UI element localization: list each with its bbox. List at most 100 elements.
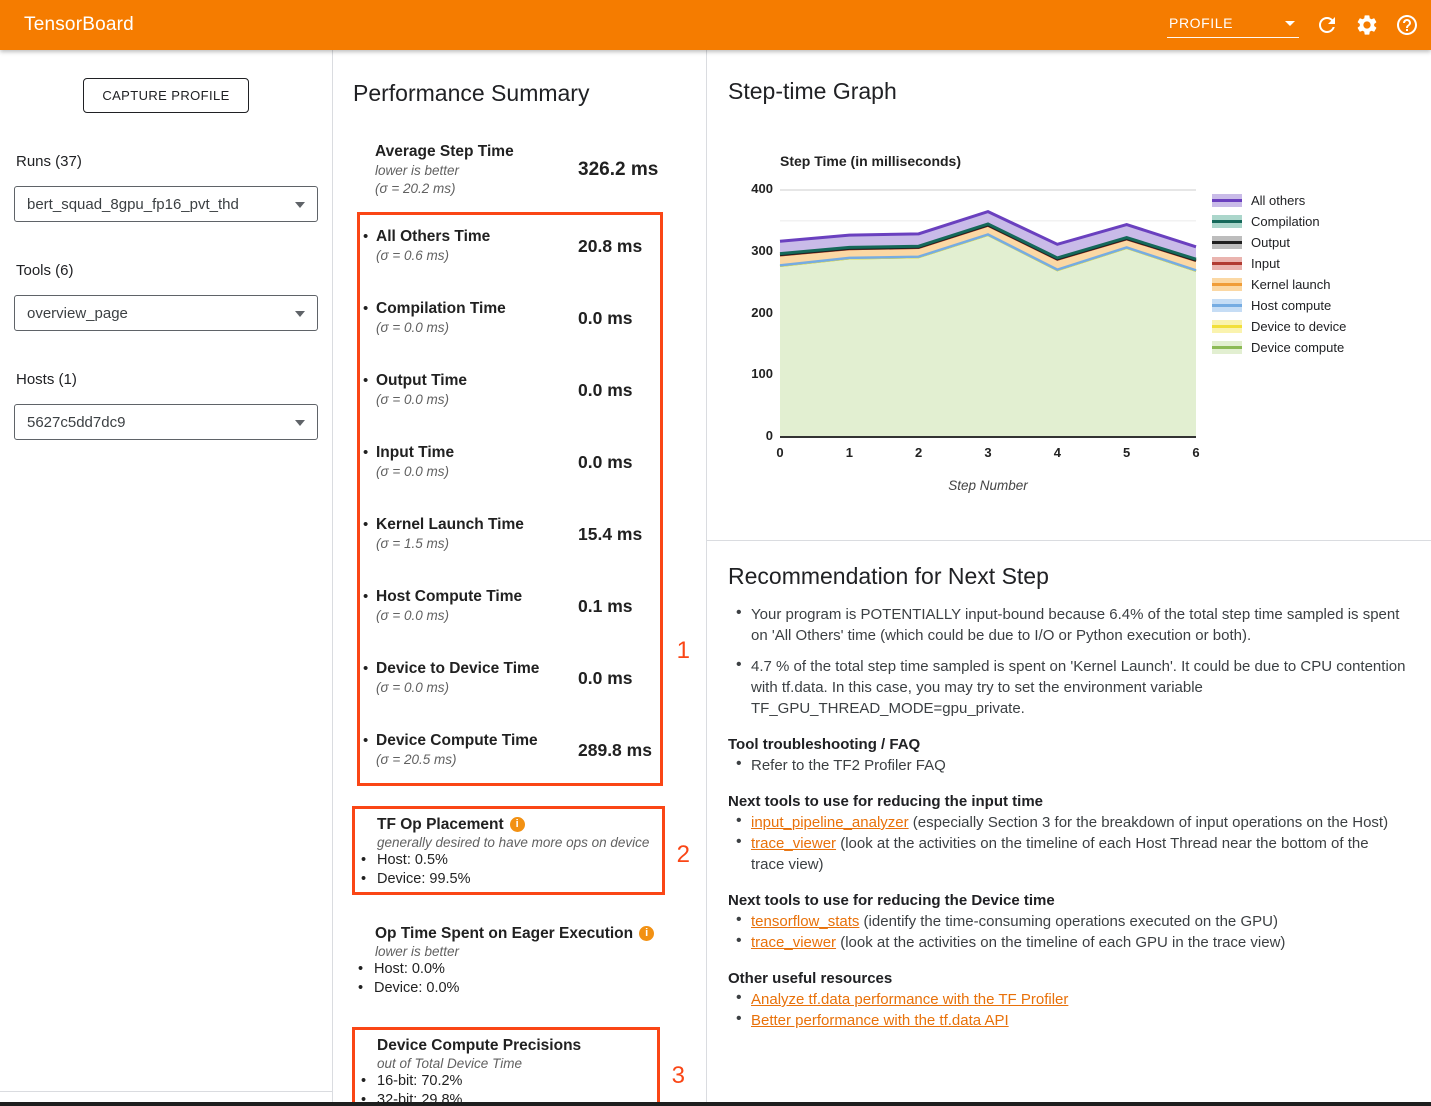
metric-row: • Host Compute Time(σ = 0.0 ms) 0.1 ms [363,587,660,659]
metric-label: Device Compute Time [376,731,538,751]
list-item: •trace_viewer (look at the activities on… [728,932,1406,953]
app-title: TensorBoard [24,14,134,36]
tensorboard-app: TensorBoard PROFILE CAPTURE PROFILE Runs… [0,0,1431,1106]
runs-group: Runs (37) bert_squad_8gpu_fp16_pvt_thd [14,153,318,222]
step-time-chart[interactable] [780,190,1196,437]
list-item: •Your program is POTENTIALLY input-bound… [728,604,1406,646]
x-tick-label: 2 [904,445,934,460]
legend-item: Output [1212,232,1346,253]
tfdata-api-link[interactable]: Better performance with the tf.data API [751,1012,1009,1029]
metric-row: • Kernel Launch Time(σ = 1.5 ms) 15.4 ms [363,515,660,587]
avg-step-time-row: Average Step Time lower is better (σ = 2… [375,142,706,198]
metric-sigma: (σ = 0.6 ms) [376,247,490,265]
chevron-down-icon [1285,21,1295,26]
legend-swatch [1212,341,1242,354]
trace-viewer-link[interactable]: trace_viewer [751,835,836,852]
metric-value: 289.8 ms [578,740,652,761]
tfdata-profiler-link[interactable]: Analyze tf.data performance with the TF … [751,991,1068,1008]
header-controls: PROFILE [1167,0,1419,50]
runs-label: Runs (37) [16,153,318,170]
metric-row: • All Others Time(σ = 0.6 ms) 20.8 ms [363,227,660,299]
list-item: •input_pipeline_analyzer (especially Sec… [728,812,1406,833]
metric-sigma: (σ = 0.0 ms) [376,463,454,481]
input-pipeline-analyzer-link[interactable]: input_pipeline_analyzer [751,814,909,831]
chevron-down-icon [295,311,305,317]
x-tick-label: 4 [1042,445,1072,460]
metric-label: Kernel Launch Time [376,515,524,535]
list-item: •Host: 0.0% [356,960,706,979]
refresh-icon[interactable] [1315,13,1339,37]
metric-sigma: (σ = 0.0 ms) [376,391,467,409]
tools-label: Tools (6) [16,262,318,279]
x-tick-label: 6 [1181,445,1211,460]
precisions-subtext: out of Total Device Time [377,1055,657,1072]
metric-value: 0.0 ms [578,452,632,473]
legend-swatch [1212,194,1242,207]
step-time-graph-card: Step-time Graph Step Time (in millisecon… [707,50,1431,541]
hosts-select[interactable]: 5627c5dd7dc9 [14,404,318,440]
annotation-number-3: 3 [672,1062,685,1090]
list-item: •16-bit: 70.2% [359,1072,657,1091]
legend-label: Output [1251,235,1290,250]
metric-label: Host Compute Time [376,587,522,607]
performance-summary-panel: Performance Summary Average Step Time lo… [333,50,706,1106]
y-tick-label: 0 [735,428,773,443]
legend-label: All others [1251,193,1305,208]
annotation-box-2: TF Op Placement i generally desired to h… [352,806,665,895]
sidebar-divider [332,50,333,1106]
legend-label: Input [1251,256,1280,271]
capture-profile-button[interactable]: CAPTURE PROFILE [83,78,248,113]
tensorflow-stats-link[interactable]: tensorflow_stats [751,913,859,930]
dashboard-select-value: PROFILE [1169,15,1233,31]
sidebar: CAPTURE PROFILE Runs (37) bert_squad_8gp… [0,50,332,1106]
metric-label: Device to Device Time [376,659,539,679]
help-icon[interactable] [1395,13,1419,37]
metric-label: Output Time [376,371,467,391]
metric-sigma: (σ = 0.0 ms) [376,607,522,625]
annotation-box-3: Device Compute Precisions out of Total D… [352,1027,660,1106]
faq-heading: Tool troubleshooting / FAQ [728,736,1406,753]
summary-divider [706,50,707,1106]
performance-summary-title: Performance Summary [353,80,706,107]
list-item: •Host: 0.5% [359,851,662,870]
chevron-down-icon [295,202,305,208]
recommendation-title: Recommendation for Next Step [728,563,1411,590]
recommendation-bullets: •Your program is POTENTIALLY input-bound… [728,604,1406,719]
legend-label: Compilation [1251,214,1320,229]
runs-select[interactable]: bert_squad_8gpu_fp16_pvt_thd [14,186,318,222]
gear-icon[interactable] [1355,13,1379,37]
legend-swatch [1212,257,1242,270]
precisions-title: Device Compute Precisions [377,1036,657,1055]
info-icon[interactable]: i [639,926,654,941]
list-item: •trace_viewer (look at the activities on… [728,833,1406,875]
metric-value: 0.1 ms [578,596,632,617]
input-tools-list: •input_pipeline_analyzer (especially Sec… [728,812,1406,875]
metric-sigma: (σ = 20.5 ms) [376,751,538,769]
metric-row: • Compilation Time(σ = 0.0 ms) 0.0 ms [363,299,660,371]
tools-group: Tools (6) overview_page [14,262,318,331]
y-tick-label: 400 [735,181,773,196]
right-panel: Step-time Graph Step Time (in millisecon… [707,50,1431,1106]
trace-viewer-link[interactable]: trace_viewer [751,934,836,951]
x-tick-label: 1 [834,445,864,460]
runs-select-value: bert_squad_8gpu_fp16_pvt_thd [27,196,239,213]
legend-swatch [1212,236,1242,249]
legend-item: Host compute [1212,295,1346,316]
legend-label: Host compute [1251,298,1331,313]
chevron-down-icon [295,420,305,426]
legend-item: Device to device [1212,316,1346,337]
tf-op-placement-title: TF Op Placement i [377,815,662,834]
metric-sigma: (σ = 0.0 ms) [376,679,539,697]
metric-value: 0.0 ms [578,380,632,401]
legend-item: Compilation [1212,211,1346,232]
legend-item: All others [1212,190,1346,211]
x-axis-title: Step Number [780,478,1196,493]
x-tick-label: 5 [1112,445,1142,460]
dashboard-select[interactable]: PROFILE [1167,13,1299,38]
tools-select[interactable]: overview_page [14,295,318,331]
info-icon[interactable]: i [510,817,525,832]
annotation-number-1: 1 [677,637,690,665]
metric-value: 0.0 ms [578,668,632,689]
chart-legend: All othersCompilationOutputInputKernel l… [1212,190,1346,358]
x-tick-label: 3 [973,445,1003,460]
